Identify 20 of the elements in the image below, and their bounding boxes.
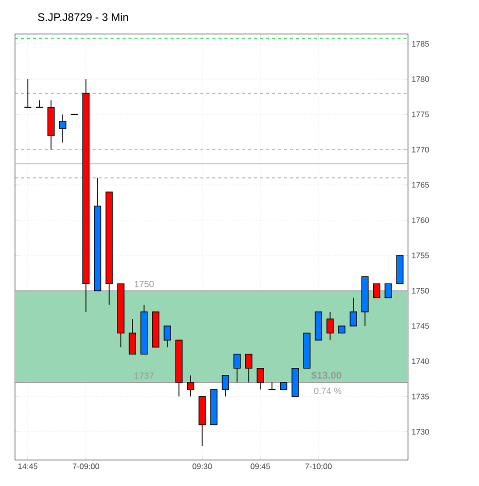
candlestick (164, 326, 171, 348)
candlestick (268, 382, 276, 390)
candlestick (350, 297, 357, 326)
annotation: $13.00 (311, 371, 342, 380)
candlestick (245, 354, 252, 383)
candlestick (24, 78, 32, 108)
candlestick (373, 283, 380, 298)
candlestick (128, 318, 136, 355)
candlestick (222, 374, 230, 397)
annotation: 0.74 % (314, 388, 342, 394)
candlestick (384, 283, 392, 298)
ref-line-label: 1750 (134, 280, 154, 288)
candlestick (233, 354, 241, 383)
ref-line-label: 1737 (134, 372, 154, 379)
chart-title: S.JP.J8729 - 3 Min (38, 12, 128, 22)
candlestick (186, 374, 194, 397)
candlestick (256, 368, 264, 390)
candlestick (59, 114, 66, 144)
candlestick (35, 100, 44, 108)
candlestick (326, 311, 334, 340)
